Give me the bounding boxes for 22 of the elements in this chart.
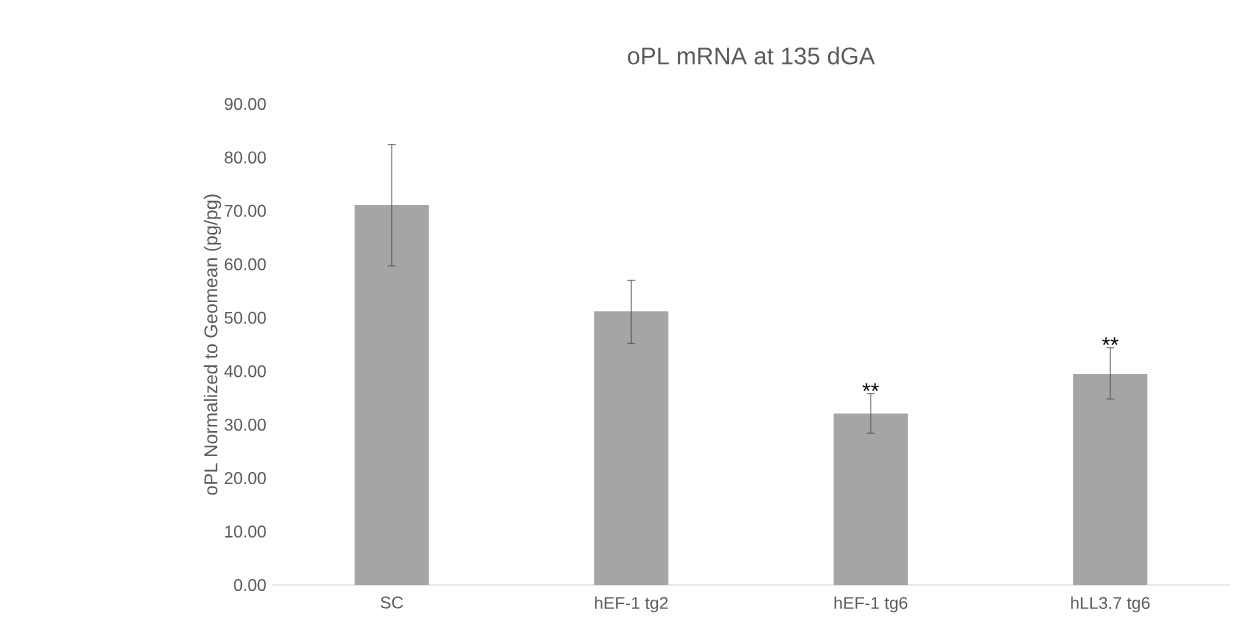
bar <box>594 311 669 585</box>
y-tick-label: 10.00 <box>225 525 266 538</box>
y-tick-label: 40.00 <box>224 365 266 378</box>
bar <box>833 413 908 585</box>
bar <box>1073 373 1148 585</box>
y-tick-label: 50.00 <box>224 311 266 324</box>
y-tick-label: 90.00 <box>224 97 266 111</box>
x-tick-label: SC <box>380 596 403 609</box>
y-axis-title: oPL Normalized to Geomean (pg/pg) <box>203 194 222 495</box>
y-tick-label: 0.00 <box>234 578 266 592</box>
annotation: ** <box>862 383 879 392</box>
y-tick-label: 70.00 <box>224 204 266 217</box>
annotation: ** <box>1102 337 1119 346</box>
y-tick-label: 80.00 <box>224 151 266 164</box>
chart-title: oPL mRNA at 135 dGA <box>627 46 875 65</box>
x-tick-label: hEF-1 tg2 <box>595 596 668 613</box>
y-tick-label: 60.00 <box>224 258 266 271</box>
x-tick-label: hLL3.7 tg6 <box>1071 596 1150 613</box>
bar <box>354 205 429 585</box>
y-tick-label: 30.00 <box>224 418 266 431</box>
y-tick-label: 20.00 <box>224 472 266 485</box>
x-tick-label: hEF-1 tg6 <box>834 596 908 613</box>
